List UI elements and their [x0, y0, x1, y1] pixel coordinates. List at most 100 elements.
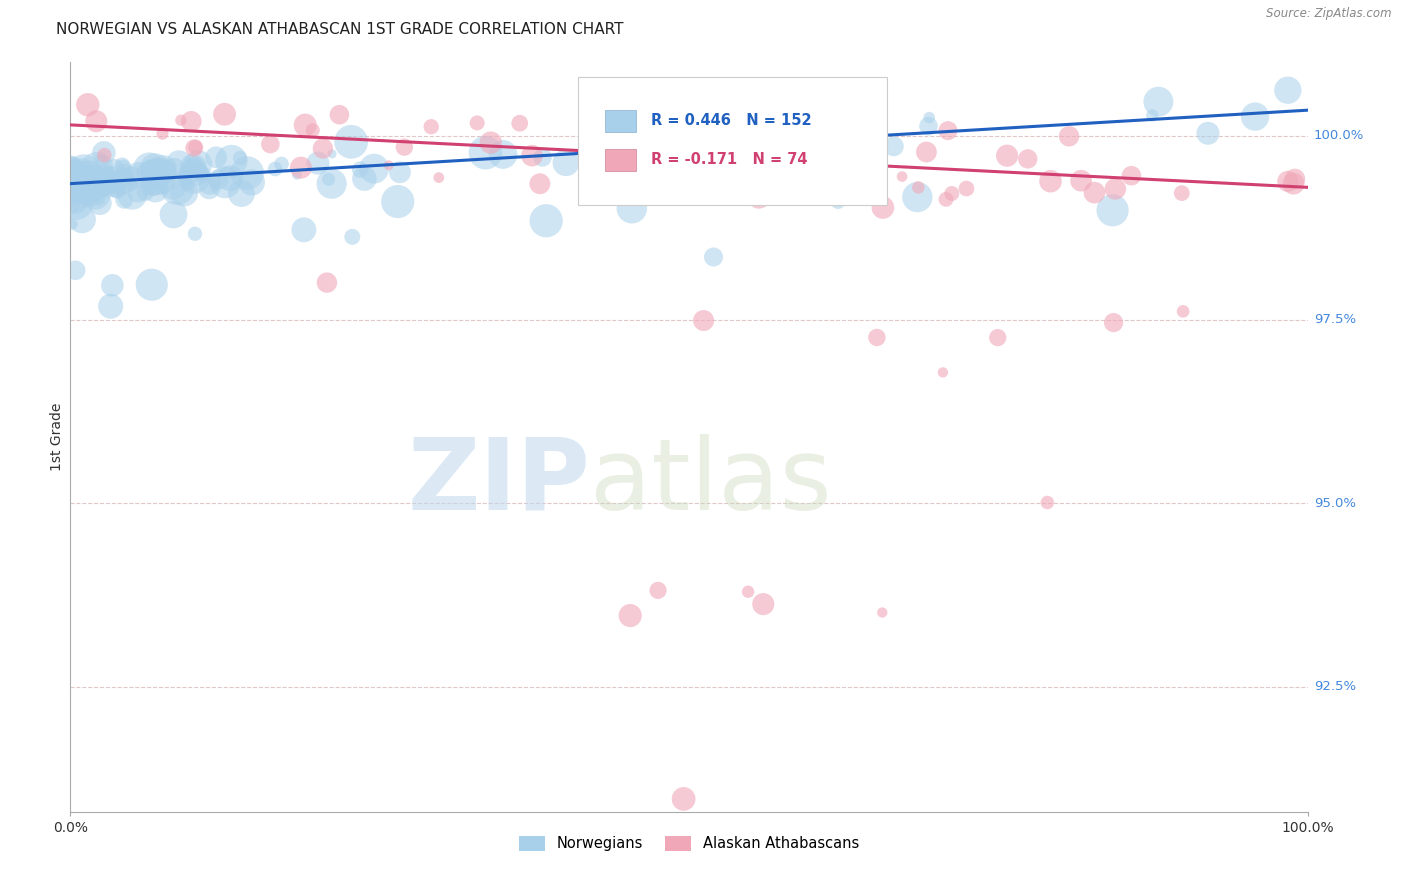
Point: [624, 169, 647, 184]
Point: [1057, 129, 1080, 144]
Point: [619, 608, 641, 623]
Point: [1036, 495, 1059, 509]
Point: [872, 606, 894, 620]
Point: [214, 107, 236, 121]
Point: [294, 118, 316, 132]
Point: [198, 177, 221, 191]
Point: [658, 128, 681, 143]
Point: [780, 153, 803, 167]
Point: [612, 162, 634, 177]
Point: [307, 156, 329, 170]
Point: [134, 186, 156, 200]
Point: [170, 113, 193, 128]
FancyBboxPatch shape: [605, 149, 636, 171]
Point: [162, 207, 184, 221]
Text: 97.5%: 97.5%: [1313, 313, 1355, 326]
Point: [748, 189, 770, 203]
Point: [73, 174, 96, 188]
Point: [82, 179, 104, 194]
Point: [737, 584, 759, 599]
Text: 92.5%: 92.5%: [1313, 681, 1355, 693]
Point: [866, 330, 889, 344]
Point: [67, 169, 90, 183]
Point: [143, 182, 166, 196]
Point: [152, 161, 174, 176]
Point: [127, 168, 149, 182]
Point: [65, 263, 87, 277]
Point: [138, 161, 160, 176]
Point: [59, 159, 82, 173]
Point: [846, 167, 869, 181]
Point: [86, 176, 108, 190]
Point: [839, 147, 862, 161]
Point: [290, 161, 312, 175]
Point: [87, 193, 110, 207]
Point: [141, 277, 163, 292]
Point: [180, 159, 202, 173]
Point: [96, 173, 118, 187]
Point: [827, 194, 849, 209]
Point: [89, 196, 111, 211]
Point: [634, 151, 657, 165]
Point: [83, 177, 105, 191]
Point: [672, 130, 695, 145]
Point: [316, 276, 339, 290]
Point: [183, 170, 205, 185]
Point: [647, 152, 669, 166]
Point: [1277, 83, 1299, 97]
Point: [143, 161, 166, 176]
Text: Source: ZipAtlas.com: Source: ZipAtlas.com: [1267, 7, 1392, 21]
Point: [592, 117, 614, 131]
Point: [207, 172, 229, 186]
Point: [60, 187, 83, 202]
Point: [187, 157, 209, 171]
Point: [800, 139, 823, 153]
Point: [292, 223, 315, 237]
Point: [77, 186, 100, 200]
Point: [778, 124, 800, 138]
Point: [529, 177, 551, 191]
Text: atlas: atlas: [591, 434, 831, 531]
Point: [838, 142, 860, 156]
Point: [127, 185, 149, 199]
Point: [240, 176, 263, 190]
Point: [65, 195, 87, 210]
Point: [162, 179, 184, 194]
Point: [112, 161, 135, 175]
Point: [103, 162, 125, 177]
Point: [1070, 174, 1092, 188]
Point: [66, 174, 89, 188]
Point: [83, 184, 105, 198]
Point: [221, 153, 243, 168]
Point: [90, 154, 112, 169]
Point: [219, 171, 242, 186]
Point: [388, 165, 411, 179]
Point: [465, 116, 488, 130]
Point: [688, 126, 710, 140]
Point: [474, 145, 496, 160]
Point: [186, 159, 208, 173]
Point: [321, 177, 343, 191]
Point: [120, 177, 142, 191]
Point: [111, 174, 134, 188]
Point: [145, 166, 167, 180]
Point: [73, 163, 96, 178]
Point: [600, 152, 623, 166]
Point: [859, 183, 882, 197]
Point: [775, 132, 797, 146]
Point: [1101, 203, 1123, 218]
Point: [86, 161, 108, 176]
Point: [121, 187, 143, 202]
Point: [62, 198, 84, 212]
Point: [1147, 95, 1170, 109]
Point: [264, 161, 287, 176]
Point: [173, 186, 195, 200]
Point: [114, 166, 136, 180]
Point: [872, 201, 894, 215]
Point: [353, 171, 375, 186]
Point: [818, 134, 841, 148]
Point: [692, 313, 714, 327]
Point: [84, 180, 107, 194]
Point: [1284, 172, 1306, 186]
Point: [1171, 186, 1194, 200]
